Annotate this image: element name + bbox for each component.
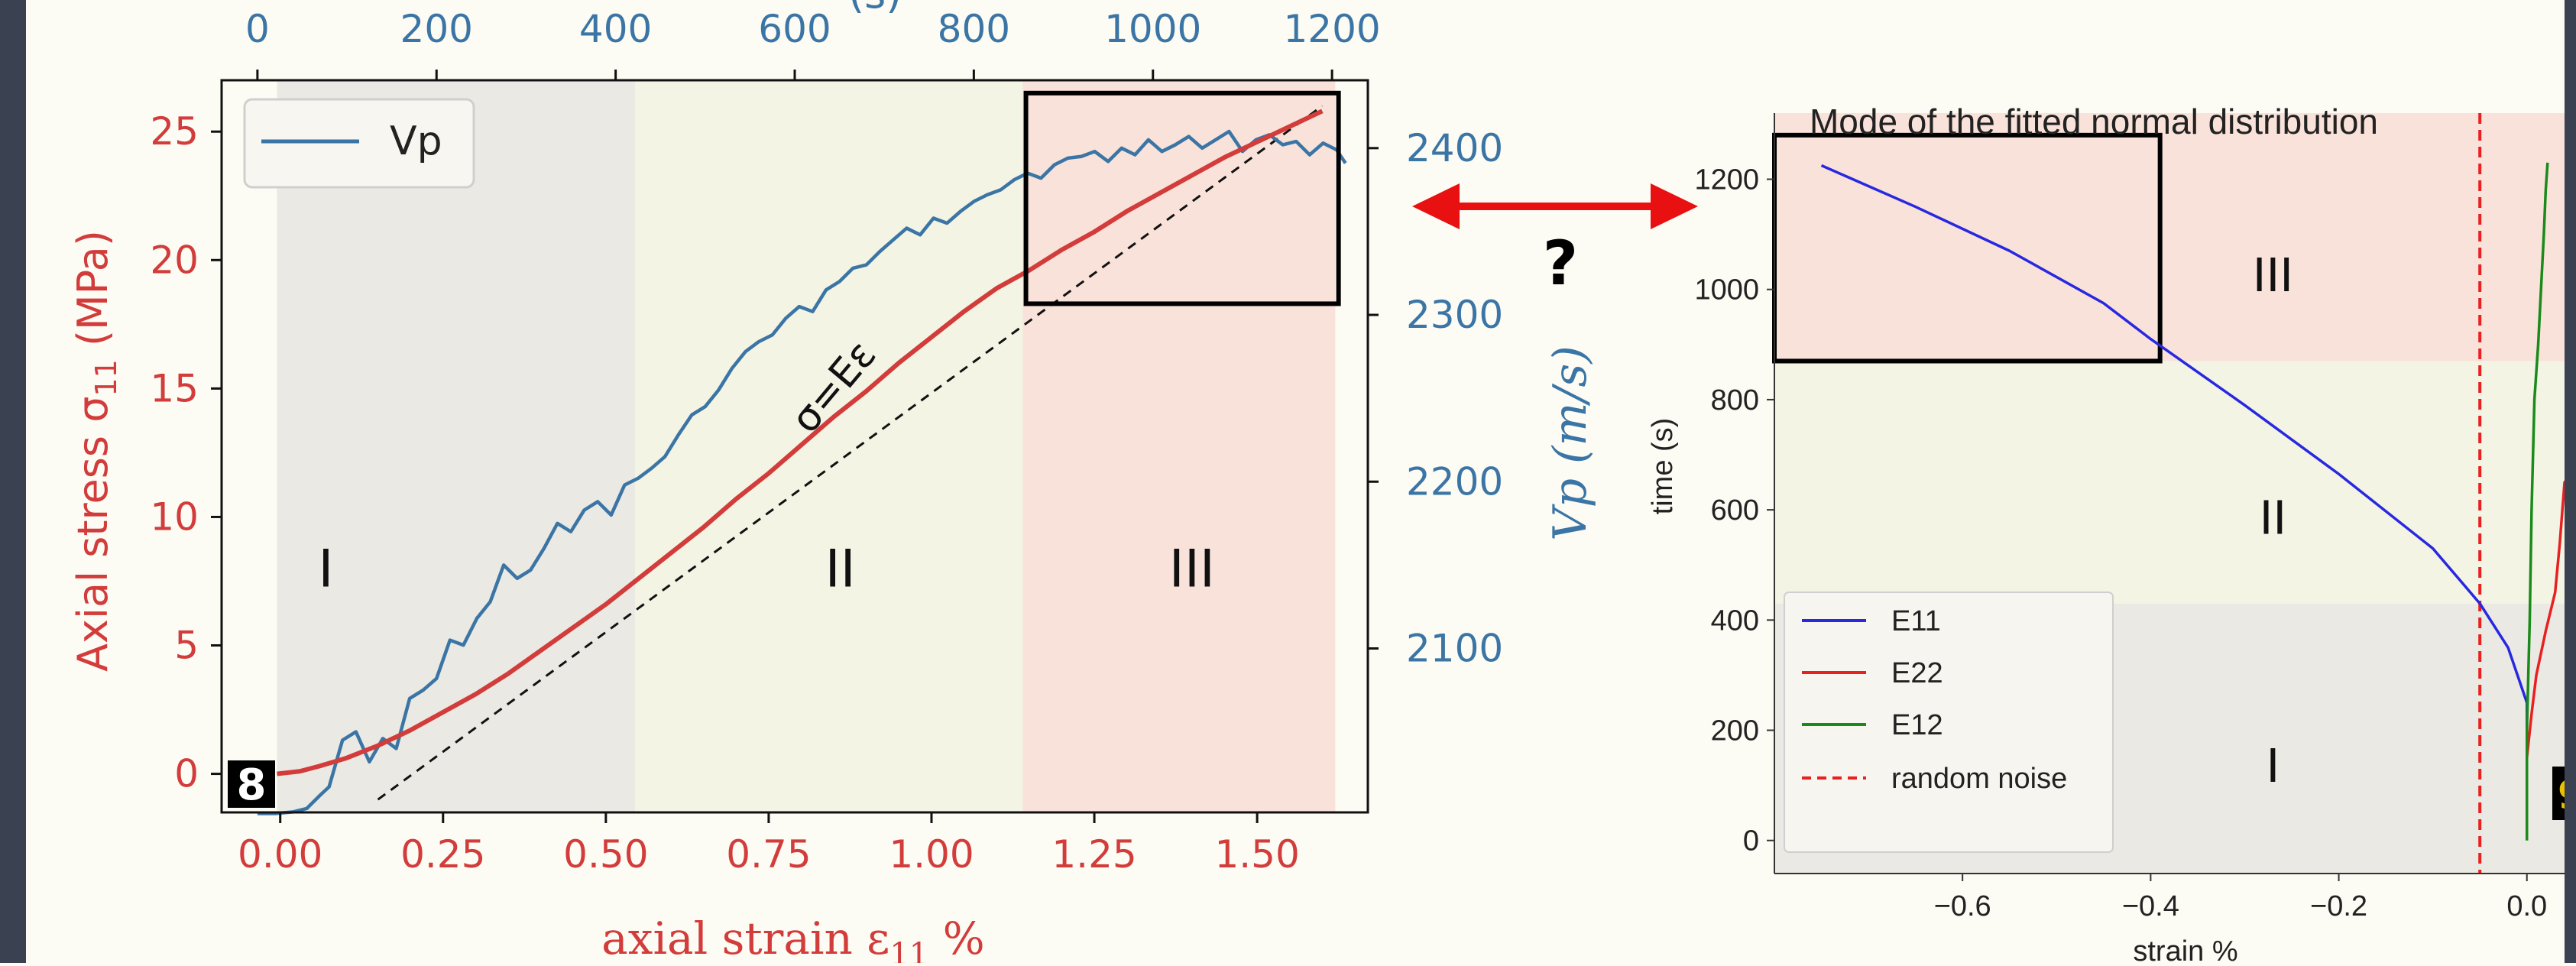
vp-series	[257, 129, 1347, 815]
y-tick-label: 0	[174, 752, 199, 796]
legend-e12-label: E12	[1891, 709, 1943, 741]
y-axis-label-left-main: Axial stress σ	[69, 397, 117, 672]
y-tick-label: 20	[150, 238, 199, 282]
panel-label: 8	[237, 760, 267, 810]
x-axis-label: axial strain ε11 %	[601, 913, 985, 963]
right-x-tick-label: −0.4	[2122, 890, 2179, 922]
y-axis-label-right: Vp (m/s)	[1544, 345, 1597, 541]
y-axis-label-left-sub: 11	[89, 359, 123, 396]
right-bottom-axis-ticks: −0.6 −0.4 −0.2 0.0	[1934, 874, 2547, 922]
e11-line	[1820, 164, 2529, 741]
top-tick-label: 1200	[1284, 7, 1381, 51]
fit-line	[377, 105, 1324, 801]
y-axis-label-left: Axial stress σ11 (MPa)	[69, 230, 123, 672]
top-tick-label: 1000	[1104, 7, 1201, 51]
x-axis-label-main: axial strain ε	[601, 913, 889, 963]
arrow-head-right	[1651, 183, 1698, 229]
elastic-fit-line	[377, 105, 1324, 801]
top-tick-label: 200	[400, 7, 473, 51]
region-label-1: I	[318, 540, 333, 600]
right-region-label-1: I	[2267, 737, 2280, 793]
right-y-tick-label: 0	[1743, 825, 1759, 857]
x-axis-label-sub: 11	[889, 937, 928, 963]
top-tick-label: 800	[938, 7, 1010, 51]
arrow-head-left	[1412, 183, 1460, 229]
right-region-label-3: III	[2253, 247, 2293, 302]
panel-label-box	[228, 760, 275, 808]
stress-series	[277, 109, 1324, 776]
y-tick-label: 5	[174, 624, 199, 668]
x-tick-label: 0.25	[400, 832, 485, 877]
x-axis-label-suffix: %	[928, 913, 985, 963]
right-tick-label: 2100	[1406, 626, 1503, 670]
region-3-band	[1022, 80, 1336, 812]
x-tick-label: 1.00	[889, 832, 974, 877]
legend-vp-label: Vp	[390, 118, 442, 164]
right-region-2-band	[1774, 361, 2565, 604]
right-y-tick-label: 400	[1711, 605, 1759, 637]
right-left-axis-ticks: 0 200 400 600 800 1000 1200	[1694, 164, 1774, 857]
top-tick-label: 400	[579, 7, 652, 51]
left-axis-ticks: 0 5 10 15 20 25	[150, 109, 222, 796]
top-tick-label: 600	[758, 7, 831, 51]
x-tick-label: 1.50	[1214, 832, 1299, 877]
right-x-axis-label: strain %	[2133, 935, 2237, 963]
x-tick-label: 0.00	[238, 832, 322, 877]
legend-e11-label: E11	[1891, 605, 1941, 637]
highlight-rect	[1023, 90, 1341, 306]
region-label-3: III	[1169, 540, 1215, 600]
right-axis-ticks: 2100 2200 2300 2400	[1368, 126, 1503, 670]
y-tick-label: 25	[150, 109, 199, 154]
right-tick-label: 2400	[1406, 126, 1503, 170]
right-x-tick-label: −0.6	[1934, 890, 1991, 922]
right-region-label-2: II	[2260, 489, 2287, 544]
right-x-tick-label: −0.2	[2310, 890, 2367, 922]
right-y-tick-label: 1200	[1694, 164, 1759, 196]
region-1-band	[277, 80, 636, 812]
right-dark-border-top	[2565, 0, 2576, 963]
y-tick-label: 10	[150, 494, 199, 539]
bottom-axis-ticks: 0.00 0.25 0.50 0.75 1.00 1.25 1.50	[238, 812, 1300, 877]
region-label-2: II	[825, 540, 856, 600]
top-axis-ticks: 0 200 400 600 800 1000 1200	[245, 7, 1381, 80]
right-y-axis-label: time (s)	[1647, 418, 1679, 515]
e12-line	[2525, 162, 2549, 841]
stress-line	[277, 109, 1324, 776]
region-2-band	[635, 80, 1023, 812]
y-axis-label-left-suffix: (MPa)	[69, 230, 117, 359]
vp-line	[257, 129, 1347, 815]
stress-strain-panel: 0.00 0.25 0.50 0.75 1.00 1.25 1.50 0510152025 …	[69, 0, 1597, 966]
question-mark: ?	[1543, 228, 1578, 299]
left-dark-border	[0, 0, 26, 963]
right-chart-title: Mode of the fitted normal distribution	[1810, 102, 2378, 141]
right-legend: E11 E22 E12 random noise	[1784, 592, 2114, 853]
legend-e22-label: E22	[1891, 657, 1943, 689]
region-shading	[277, 80, 1336, 812]
right-y-tick-label: 1000	[1694, 274, 1759, 306]
highlight-box	[1023, 90, 1341, 306]
right-legend-box	[1784, 592, 2114, 853]
x-tick-label: 1.25	[1051, 832, 1136, 877]
y-tick-label: 15	[150, 366, 199, 410]
right-y-tick-label: 600	[1711, 494, 1759, 527]
right-tick-label: 2200	[1406, 459, 1503, 504]
legend: Vp	[243, 98, 475, 189]
right-x-tick-label: 0.0	[2506, 890, 2547, 922]
right-region-3-band	[1774, 113, 2565, 361]
x-tick-label: 0.50	[563, 832, 648, 877]
region-labels: I II III	[318, 540, 1215, 600]
x-tick-label: 0.75	[726, 832, 811, 877]
right-y-tick-label: 200	[1711, 715, 1759, 747]
comparison-arrow	[1412, 183, 1698, 229]
top-tick-label: 0	[245, 7, 270, 51]
legend-noise-label: random noise	[1891, 763, 2067, 795]
right-y-tick-label: 800	[1711, 384, 1759, 417]
top-axis-label: (s)	[848, 0, 902, 18]
right-tick-label: 2300	[1406, 293, 1503, 337]
